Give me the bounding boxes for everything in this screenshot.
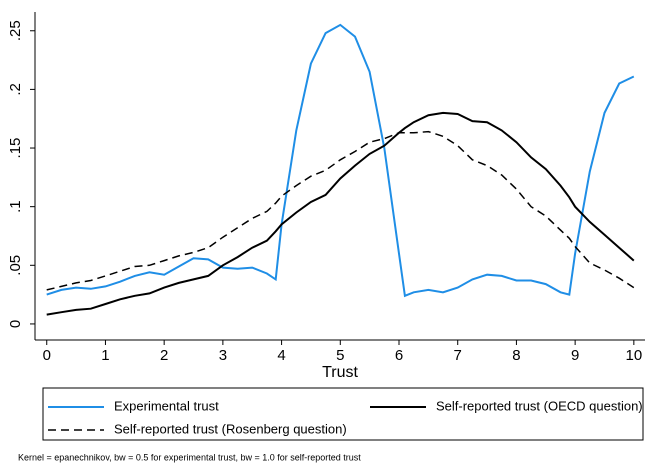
y-tick-label: .15 — [7, 138, 24, 159]
x-tick-label: 4 — [277, 347, 285, 364]
y-tick-label: .2 — [7, 83, 24, 96]
note: Kernel = epanechnikov, bw = 0.5 for expe… — [18, 452, 361, 462]
x-tick-label: 1 — [101, 347, 109, 364]
y-tick-label: .25 — [7, 20, 24, 41]
y-tick-label: .05 — [7, 255, 24, 276]
y-tick-label: .1 — [7, 200, 24, 213]
x-axis-label: Trust — [322, 364, 358, 381]
series-line — [46, 130, 635, 291]
legend-label: Self-reported trust (OECD question) — [436, 398, 643, 413]
x-tick-label: 0 — [43, 347, 51, 364]
x-tick-label: 9 — [571, 347, 579, 364]
x-tick-label: 2 — [160, 347, 168, 364]
y-tick-label: 0 — [7, 320, 24, 328]
legend-label: Self-reported trust (Rosenberg question) — [114, 421, 347, 436]
x-tick-label: 5 — [336, 347, 344, 364]
x-tick-label: 8 — [512, 347, 520, 364]
x-tick-label: 10 — [626, 347, 643, 364]
legend-label: Experimental trust — [114, 398, 219, 413]
x-tick-label: 6 — [395, 347, 403, 364]
series-line — [46, 23, 635, 298]
x-tick-label: 7 — [454, 347, 462, 364]
legend-box — [42, 387, 644, 441]
x-tick-label: 3 — [219, 347, 227, 364]
series-line — [46, 111, 635, 316]
